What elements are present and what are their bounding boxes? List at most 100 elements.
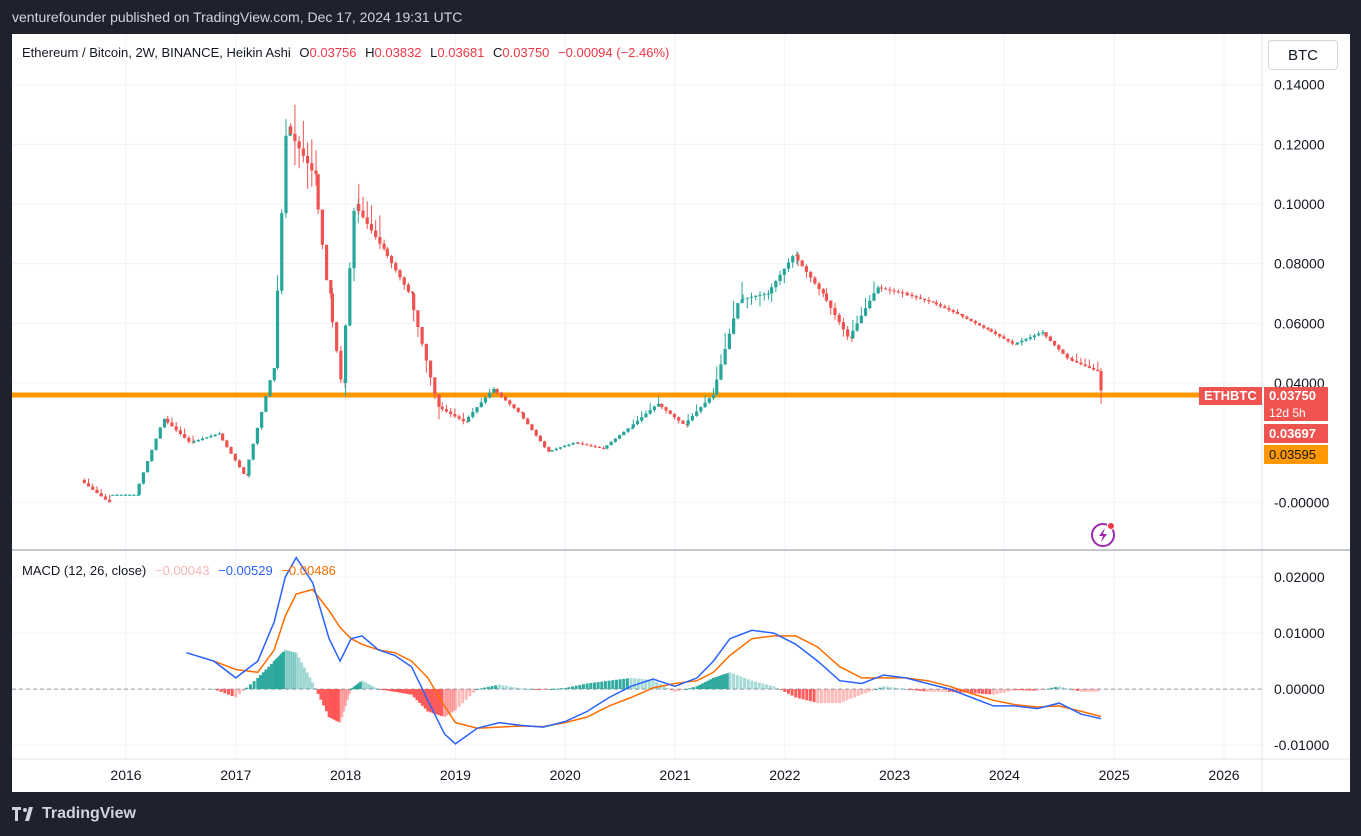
candle-body — [631, 424, 635, 428]
candle-body — [154, 438, 158, 450]
currency-button[interactable]: BTC — [1268, 40, 1338, 70]
x-tick-1: 2017 — [220, 767, 251, 783]
candle-body — [406, 284, 411, 292]
macd-hist-bar — [516, 687, 520, 690]
macd-hist-bar — [457, 689, 461, 707]
macd-signal-value: −0.00486 — [281, 563, 336, 578]
macd-hist-bar — [216, 689, 219, 691]
macd-hist-bar — [329, 689, 333, 718]
candle-body — [955, 311, 960, 314]
price-y-tick-0: 0.14000 — [1274, 77, 1325, 93]
macd-hist-bar — [442, 689, 446, 718]
candle-body — [841, 322, 846, 330]
macd-hist-bar — [1006, 689, 1010, 692]
candle-body — [927, 300, 931, 302]
candle-body — [297, 141, 301, 149]
macd-hist-bar — [501, 685, 505, 690]
macd-hist-bar — [625, 678, 629, 690]
candle-body — [471, 412, 475, 417]
macd-hist-bar — [585, 683, 589, 690]
macd-hist-bar — [423, 689, 427, 709]
macd-hist-bar — [287, 650, 291, 690]
macd-hist-bar — [560, 688, 564, 690]
macd-hist-bar — [363, 682, 367, 690]
candle-body — [123, 494, 128, 496]
macd-hist-bar — [338, 689, 342, 723]
candle-body — [457, 416, 461, 419]
macd-hist-bar — [371, 686, 375, 690]
macd-hist-bar — [1083, 689, 1087, 692]
chart-canvas[interactable]: 2016 2017 2018 2019 2020 2021 2022 2023 2024 2025… — [12, 34, 1350, 792]
candle-body — [695, 411, 699, 416]
macd-hist-bar — [283, 649, 287, 690]
macd-hist-bar — [541, 689, 545, 691]
candle-body — [310, 163, 314, 171]
macd-hist-bar — [497, 684, 501, 690]
candle-body — [923, 298, 927, 301]
macd-hist-bar — [285, 650, 289, 690]
macd-hist-bar — [765, 684, 768, 690]
macd-hist-bar — [382, 689, 386, 691]
candle-body — [420, 327, 424, 344]
candle-body — [369, 223, 374, 231]
candle-body — [339, 350, 343, 380]
candle-body — [558, 447, 563, 449]
candle-body — [1041, 332, 1045, 334]
lightning-icon[interactable] — [1089, 519, 1119, 549]
candle-body — [1028, 337, 1032, 339]
macd-hist-bar — [695, 686, 699, 690]
macd-hist-bar — [629, 677, 633, 690]
macd-hist-bar — [966, 689, 970, 693]
candles-layer — [82, 104, 1103, 503]
candle-body — [264, 396, 268, 412]
candle-body — [707, 398, 711, 403]
macd-hist-bar — [1061, 687, 1065, 690]
macd-hist-bar — [479, 688, 483, 690]
candle-body — [723, 349, 727, 365]
macd-hist-bar — [508, 686, 512, 690]
macd-hist-bar — [396, 689, 400, 693]
macd-hist-bar — [852, 689, 856, 698]
footer-logo[interactable]: TradingView — [12, 805, 136, 823]
macd-hist-bar — [827, 689, 831, 704]
candle-body — [640, 417, 644, 421]
candle-body — [660, 403, 664, 408]
macd-hist-bar — [830, 689, 834, 704]
macd-hist-bar — [937, 689, 941, 692]
candle-body — [986, 327, 990, 330]
candle-body — [1010, 341, 1014, 344]
macd-hist-bar — [1092, 689, 1096, 692]
macd-hist-bar — [739, 676, 743, 690]
candle-body — [526, 418, 530, 425]
macd-hist-bar — [308, 677, 312, 690]
macd-hist-bar — [607, 680, 611, 690]
macd-hist-bar — [567, 687, 571, 690]
candle-body — [158, 427, 162, 439]
macd-hist-bar — [728, 672, 732, 690]
macd-hist-bar — [977, 689, 981, 694]
candle-body — [892, 290, 896, 292]
candle-body — [1065, 353, 1069, 359]
macd-hist-bar — [849, 689, 853, 699]
macd-hist-bar — [344, 689, 348, 706]
candle-body — [736, 303, 740, 319]
macd-hist-bar — [223, 689, 227, 694]
macd-hist-bar — [412, 689, 416, 698]
macd-hist-bar — [234, 689, 238, 698]
candle-body — [503, 396, 508, 401]
candle-body — [132, 494, 136, 496]
candle-body — [268, 380, 272, 397]
candle-body — [495, 388, 499, 393]
candle-body — [863, 308, 868, 316]
candle-body — [872, 293, 876, 301]
candle-body — [786, 262, 791, 269]
candle-body — [213, 434, 217, 437]
macd-hist-bar — [995, 689, 999, 694]
candle-body — [644, 413, 648, 418]
candle-body — [668, 410, 672, 414]
candle-body — [931, 301, 935, 303]
candle-body — [82, 479, 86, 484]
macd-hist-bar — [278, 655, 282, 690]
macd-hist-bar — [399, 689, 402, 693]
candle-body — [1061, 349, 1065, 354]
